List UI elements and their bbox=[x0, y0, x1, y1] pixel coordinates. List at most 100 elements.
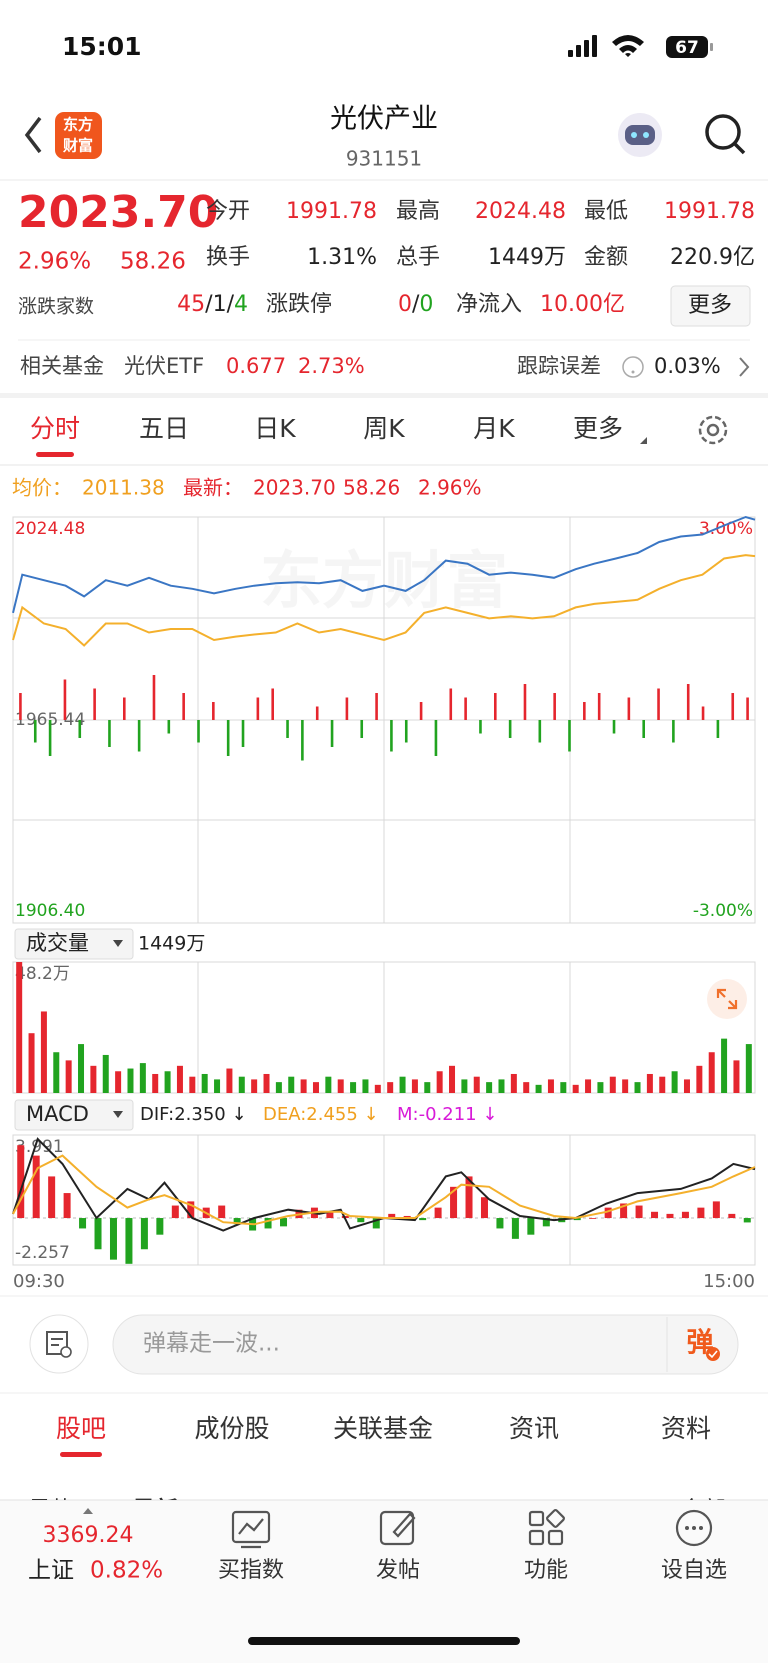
bar bbox=[372, 1218, 380, 1229]
bar bbox=[127, 1068, 134, 1093]
help-icon-dot bbox=[631, 370, 635, 374]
bar bbox=[275, 1082, 282, 1093]
stat-value: 10.00亿 bbox=[540, 292, 625, 317]
bar bbox=[171, 1205, 179, 1219]
y-tick-label: 2024.48 bbox=[15, 519, 85, 539]
y2-tick-label: 3.00% bbox=[699, 519, 753, 539]
more-button[interactable] bbox=[670, 285, 751, 327]
danmaku-button[interactable]: 弹 bbox=[687, 1328, 714, 1359]
dropdown-arrow bbox=[113, 1111, 123, 1118]
label-part: /1/ bbox=[205, 292, 234, 317]
bar bbox=[264, 1218, 272, 1229]
tab-indicator bbox=[36, 452, 74, 457]
chevron bbox=[739, 357, 750, 377]
comment-input[interactable] bbox=[112, 1314, 739, 1375]
feed-tab[interactable]: 资料 bbox=[661, 1414, 711, 1443]
change-bar bbox=[256, 697, 260, 720]
chart-tab[interactable]: 分时 bbox=[30, 414, 80, 443]
feed-tab[interactable]: 股吧 bbox=[56, 1414, 106, 1443]
bar bbox=[90, 1065, 97, 1093]
more-button-label[interactable]: 更多 bbox=[688, 293, 732, 318]
expand-button[interactable] bbox=[707, 979, 747, 1019]
x-tick-label: 09:30 bbox=[13, 1271, 65, 1292]
bar bbox=[32, 1155, 40, 1219]
bar bbox=[424, 1082, 431, 1093]
change-bar bbox=[419, 702, 423, 720]
nav-item[interactable]: 设自选 bbox=[661, 1558, 727, 1583]
chart-tab[interactable]: 五日 bbox=[139, 414, 189, 443]
change-bar bbox=[93, 688, 96, 720]
comment-placeholder[interactable]: 弹幕走一波... bbox=[143, 1331, 280, 1357]
label: 0/0 bbox=[398, 292, 433, 317]
change-bar bbox=[672, 720, 675, 743]
label-part: / bbox=[412, 292, 420, 317]
bar bbox=[743, 1218, 751, 1223]
separator bbox=[0, 393, 768, 398]
volume-selector[interactable] bbox=[14, 928, 134, 960]
feed-tab[interactable]: 成份股 bbox=[194, 1414, 269, 1443]
bar bbox=[721, 1038, 728, 1093]
logo-text: 财富 bbox=[63, 137, 93, 155]
series-line bbox=[12, 554, 756, 647]
change-bar bbox=[404, 720, 408, 743]
bar bbox=[681, 1211, 689, 1219]
change-bar bbox=[701, 706, 705, 720]
stat-value: 1.31% bbox=[307, 245, 377, 270]
bar bbox=[527, 1218, 535, 1235]
feed-tab[interactable]: 关联基金 bbox=[333, 1414, 433, 1443]
label-part: 4 bbox=[234, 292, 248, 317]
bar bbox=[542, 1218, 550, 1227]
change-bar bbox=[686, 684, 690, 720]
up-arrow bbox=[83, 1508, 93, 1514]
chart-frames bbox=[12, 516, 756, 1266]
change-bar bbox=[568, 720, 571, 752]
bar bbox=[449, 1065, 456, 1093]
bar bbox=[728, 1213, 736, 1219]
nav-item[interactable]: 买指数 bbox=[218, 1558, 284, 1583]
change-bar bbox=[597, 693, 601, 720]
danmaku-badge bbox=[706, 1347, 720, 1361]
back-button[interactable] bbox=[24, 116, 42, 154]
bar bbox=[187, 1201, 195, 1219]
bar bbox=[94, 1218, 102, 1250]
nav-item[interactable]: 发帖 bbox=[376, 1558, 420, 1583]
bar bbox=[620, 1203, 628, 1219]
series-line bbox=[12, 1154, 756, 1226]
feed-tab[interactable]: 资讯 bbox=[509, 1414, 559, 1443]
check bbox=[708, 1350, 718, 1359]
settings-button[interactable] bbox=[698, 415, 728, 445]
nav-item[interactable]: 功能 bbox=[524, 1558, 568, 1583]
indicator-name[interactable]: MACD bbox=[26, 1102, 89, 1126]
bar bbox=[622, 1079, 629, 1093]
change-bar bbox=[123, 697, 126, 720]
sort-option[interactable]: 全部 bbox=[680, 1498, 726, 1524]
change-bar bbox=[137, 720, 141, 752]
bar bbox=[40, 1011, 47, 1093]
bar bbox=[79, 1218, 87, 1229]
chart-tab[interactable]: 月K bbox=[473, 414, 515, 443]
volume-selector-label[interactable]: 成交量 bbox=[26, 931, 89, 955]
change-bar bbox=[345, 697, 349, 720]
chart-tab[interactable]: 日K bbox=[254, 414, 296, 443]
bar bbox=[589, 1218, 597, 1219]
bar bbox=[496, 1218, 504, 1229]
bar bbox=[597, 1082, 604, 1093]
change-bar bbox=[78, 720, 82, 738]
chart-tab[interactable]: 周K bbox=[363, 414, 405, 443]
bar bbox=[547, 1079, 554, 1093]
fund-name[interactable]: 光伏ETF bbox=[124, 354, 204, 378]
change-bar bbox=[152, 675, 156, 720]
stat-label: 净流入 bbox=[456, 292, 522, 317]
dot bbox=[685, 1526, 689, 1530]
help-icon[interactable] bbox=[622, 356, 644, 378]
search-button[interactable] bbox=[705, 114, 746, 155]
bar bbox=[696, 1065, 703, 1093]
chart-tab[interactable]: 更多 bbox=[573, 414, 623, 443]
sort-option[interactable]: 最新 bbox=[132, 1497, 178, 1524]
bar bbox=[362, 1079, 369, 1093]
sort-option[interactable]: 最热 bbox=[28, 1498, 74, 1524]
indicator-selector[interactable] bbox=[14, 1099, 134, 1131]
bar bbox=[312, 1082, 319, 1093]
bar bbox=[535, 1084, 542, 1093]
bar bbox=[201, 1073, 208, 1093]
